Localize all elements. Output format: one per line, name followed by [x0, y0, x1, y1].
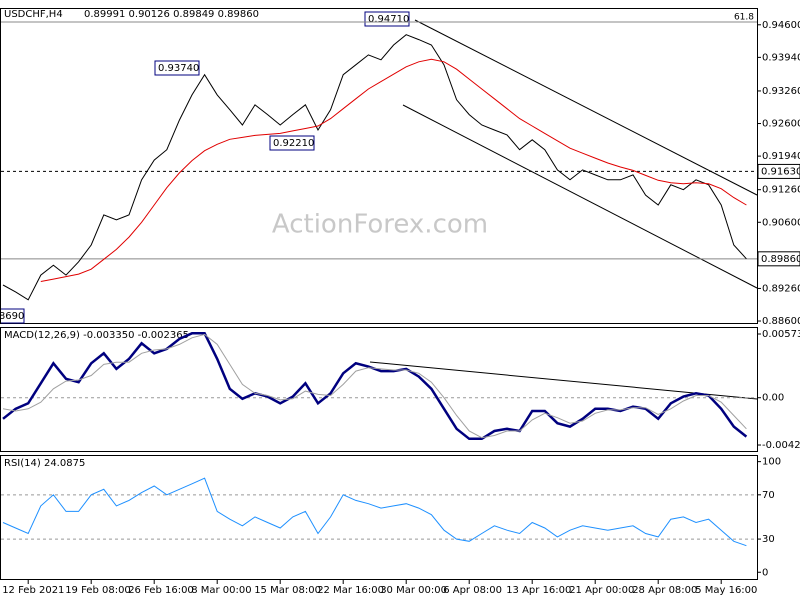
fib-label: 61.8	[734, 13, 754, 23]
y-tick-label: 0.91260	[762, 185, 800, 196]
y-tick-label: 0.00	[762, 393, 784, 404]
macd-title: MACD(12,26,9) -0.003350 -0.002365	[4, 330, 189, 341]
y-tick-label: 0.90600	[762, 217, 800, 228]
series-line	[2, 477, 747, 547]
y-tick-label: 0.89260	[762, 283, 800, 294]
x-tick-label: 13 Apr 16:00	[506, 585, 571, 596]
x-tick-label: 12 Feb 2021	[2, 585, 64, 596]
x-tick-label: 15 Mar 08:00	[254, 585, 321, 596]
annotation: 0.92210	[273, 138, 314, 149]
series-line	[2, 332, 748, 441]
annotation-box	[154, 60, 200, 76]
y-tick-label: -0.004261	[762, 440, 800, 451]
x-tick-label: 26 Feb 16:00	[128, 585, 194, 596]
x-tick-label: 21 Apr 00:00	[569, 585, 634, 596]
y-tick-label: 0.88600	[762, 316, 800, 327]
y-tick-label: 0.93940	[762, 52, 800, 63]
series-line	[2, 333, 747, 439]
channel-lower	[402, 104, 758, 289]
x-tick-label: 28 Apr 08:00	[632, 585, 697, 596]
chart-title: USDCHF,H4	[4, 9, 63, 20]
rsi-panel	[0, 455, 758, 580]
price-panel	[0, 8, 758, 324]
price-label: 0.91630	[761, 166, 800, 177]
channel-upper	[414, 19, 758, 196]
macd-panel	[0, 327, 758, 452]
y-tick-label: 0.92600	[762, 119, 800, 130]
y-tick-label: 100	[762, 457, 781, 468]
y-tick-label: 0.94600	[762, 20, 800, 31]
macd-trendline	[369, 361, 758, 400]
price-label-box	[757, 163, 800, 179]
y-tick-label: 0	[762, 567, 768, 578]
x-tick-label: 30 Mar 00:00	[380, 585, 447, 596]
watermark: ActionForex.com	[272, 210, 488, 240]
price-label: 0.89860	[761, 254, 800, 265]
y-tick-label: 70	[762, 490, 775, 501]
series-line	[2, 34, 747, 301]
annotation-box	[1, 308, 25, 324]
y-tick-label: 0.93260	[762, 86, 800, 97]
annotation: 0.94710	[368, 14, 409, 25]
annotation-box	[269, 135, 315, 151]
x-tick-label: 22 Mar 16:00	[317, 585, 384, 596]
price-label-box	[757, 251, 800, 267]
y-tick-label: 0.91940	[762, 151, 800, 162]
annotation: 0.93740	[158, 63, 199, 74]
rsi-title: RSI(14) 24.0875	[4, 458, 85, 469]
x-tick-label: 6 Apr 08:00	[443, 585, 502, 596]
x-tick-label: 8 Mar 00:00	[191, 585, 251, 596]
series-line	[40, 58, 747, 282]
ohlc-values: 0.89991 0.90126 0.89849 0.89860	[84, 9, 259, 20]
x-tick-label: 19 Feb 08:00	[65, 585, 131, 596]
annotation: 0.88690	[0, 311, 24, 322]
y-tick-label: 30	[762, 534, 775, 545]
y-tick-label: 0.005739	[762, 329, 800, 340]
x-tick-label: 5 May 16:00	[695, 585, 757, 596]
